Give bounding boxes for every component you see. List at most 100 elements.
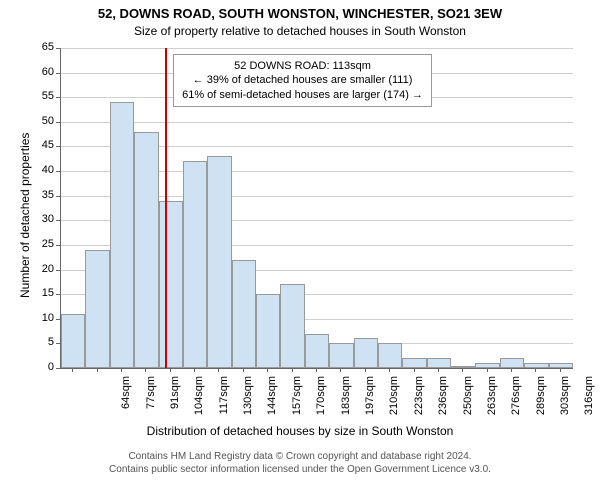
xtick-label: 236sqm	[437, 376, 449, 426]
xtick-mark	[218, 368, 219, 372]
ytick-label: 45	[30, 139, 54, 151]
xtick-mark	[487, 368, 488, 372]
xtick-label: 144sqm	[266, 376, 278, 426]
xtick-mark	[145, 368, 146, 372]
histogram-bar	[451, 366, 475, 368]
ytick-label: 40	[30, 164, 54, 176]
ytick-label: 35	[30, 189, 54, 201]
ytick-mark	[56, 245, 60, 246]
xtick-label: 64sqm	[120, 376, 132, 426]
histogram-bar	[207, 156, 231, 368]
ytick-label: 30	[30, 213, 54, 225]
ytick-mark	[56, 196, 60, 197]
annotation-box: 52 DOWNS ROAD: 113sqm← 39% of detached h…	[173, 54, 432, 107]
xtick-mark	[438, 368, 439, 372]
histogram-bar	[305, 334, 329, 368]
chart-title: 52, DOWNS ROAD, SOUTH WONSTON, WINCHESTE…	[0, 6, 600, 21]
histogram-bar	[475, 363, 499, 368]
ytick-mark	[56, 73, 60, 74]
plot-area: 52 DOWNS ROAD: 113sqm← 39% of detached h…	[60, 48, 573, 369]
xtick-label: 197sqm	[364, 376, 376, 426]
xtick-label: 130sqm	[242, 376, 254, 426]
chart-footer: Contains HM Land Registry data © Crown c…	[0, 450, 600, 476]
histogram-bar	[354, 338, 378, 368]
ytick-mark	[56, 220, 60, 221]
ytick-mark	[56, 48, 60, 49]
gridline	[61, 48, 573, 49]
xtick-label: 223sqm	[413, 376, 425, 426]
xtick-label: 91sqm	[169, 376, 181, 426]
gridline	[61, 122, 573, 123]
xtick-label: 104sqm	[193, 376, 205, 426]
xtick-label: 117sqm	[218, 376, 230, 426]
xtick-label: 183sqm	[340, 376, 352, 426]
xtick-mark	[194, 368, 195, 372]
footer-line1: Contains HM Land Registry data © Crown c…	[0, 450, 600, 463]
ytick-mark	[56, 270, 60, 271]
xtick-mark	[292, 368, 293, 372]
xtick-label: 210sqm	[388, 376, 400, 426]
histogram-bar	[427, 358, 451, 368]
ytick-label: 15	[30, 287, 54, 299]
xtick-mark	[462, 368, 463, 372]
xtick-mark	[170, 368, 171, 372]
histogram-bar	[134, 132, 158, 368]
histogram-bar	[159, 201, 183, 368]
histogram-bar	[402, 358, 426, 368]
ytick-mark	[56, 319, 60, 320]
ytick-label: 5	[30, 336, 54, 348]
xtick-mark	[340, 368, 341, 372]
xtick-label: 263sqm	[486, 376, 498, 426]
ytick-mark	[56, 122, 60, 123]
ytick-mark	[56, 97, 60, 98]
xtick-mark	[365, 368, 366, 372]
ytick-label: 55	[30, 90, 54, 102]
annotation-line2: ← 39% of detached houses are smaller (11…	[182, 73, 423, 87]
xtick-mark	[316, 368, 317, 372]
xtick-mark	[121, 368, 122, 372]
xtick-label: 250sqm	[462, 376, 474, 426]
ytick-label: 20	[30, 263, 54, 275]
annotation-line3: 61% of semi-detached houses are larger (…	[182, 88, 423, 102]
xtick-label: 303sqm	[559, 376, 571, 426]
histogram-bar	[524, 363, 548, 368]
histogram-bar	[329, 343, 353, 368]
xtick-mark	[535, 368, 536, 372]
histogram-bar	[549, 363, 573, 368]
xtick-label: 77sqm	[145, 376, 157, 426]
ytick-mark	[56, 343, 60, 344]
xtick-label: 170sqm	[315, 376, 327, 426]
ytick-label: 10	[30, 312, 54, 324]
histogram-bar	[256, 294, 280, 368]
x-axis-title: Distribution of detached houses by size …	[0, 424, 600, 438]
annotation-line1: 52 DOWNS ROAD: 113sqm	[182, 59, 423, 73]
histogram-bar	[61, 314, 85, 368]
marker-line	[165, 48, 167, 368]
histogram-bar	[500, 358, 524, 368]
histogram-bar	[110, 102, 134, 368]
ytick-label: 25	[30, 238, 54, 250]
xtick-mark	[97, 368, 98, 372]
ytick-mark	[56, 171, 60, 172]
xtick-mark	[414, 368, 415, 372]
ytick-label: 50	[30, 115, 54, 127]
ytick-label: 60	[30, 66, 54, 78]
ytick-label: 0	[30, 361, 54, 373]
histogram-bar	[378, 343, 402, 368]
xtick-mark	[511, 368, 512, 372]
footer-line2: Contains public sector information licen…	[0, 463, 600, 476]
ytick-mark	[56, 368, 60, 369]
histogram-bar	[232, 260, 256, 368]
ytick-label: 65	[30, 41, 54, 53]
histogram-bar	[183, 161, 207, 368]
xtick-label: 276sqm	[510, 376, 522, 426]
xtick-mark	[243, 368, 244, 372]
xtick-mark	[267, 368, 268, 372]
ytick-mark	[56, 294, 60, 295]
chart-subtitle: Size of property relative to detached ho…	[0, 24, 600, 38]
xtick-label: 316sqm	[583, 376, 595, 426]
xtick-mark	[72, 368, 73, 372]
histogram-bar	[85, 250, 109, 368]
xtick-label: 157sqm	[291, 376, 303, 426]
chart-container: 52, DOWNS ROAD, SOUTH WONSTON, WINCHESTE…	[0, 0, 600, 500]
